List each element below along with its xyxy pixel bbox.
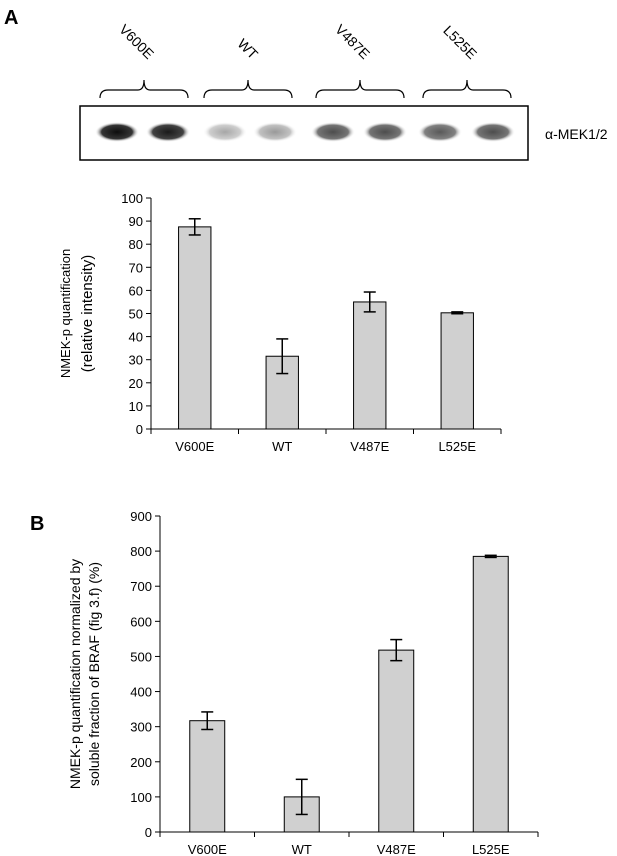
lane-label: V600E — [116, 21, 157, 62]
lane-labels: V600E WT V487E L525E — [116, 21, 480, 62]
y-tick-label: 800 — [130, 544, 152, 559]
blot-band — [311, 122, 355, 142]
y-tick-label: 400 — [130, 685, 152, 700]
blot-band — [418, 122, 462, 142]
bar — [440, 312, 474, 430]
lane-label: WT — [234, 35, 261, 62]
y-tick-label: 90 — [129, 214, 143, 229]
y-axis-label: NMEK-p quantification — [58, 249, 73, 378]
panel-b-label: B — [30, 513, 44, 535]
y-tick-label: 100 — [130, 790, 152, 805]
y-tick-label: 80 — [129, 237, 143, 252]
y-tick-label: 20 — [129, 376, 143, 391]
lane-brace — [99, 79, 189, 99]
y-tick-label: 0 — [136, 422, 143, 437]
x-tick-label: V600E — [175, 439, 214, 454]
lane-label: V487E — [332, 21, 373, 62]
x-tick-label: V600E — [188, 842, 227, 856]
blot-band — [95, 122, 139, 142]
western-blot: V600E WT V487E L525E α-MEK1/2 — [79, 21, 608, 161]
blot-band — [203, 122, 247, 142]
x-tick-label: V487E — [350, 439, 389, 454]
y-tick-label: 200 — [130, 755, 152, 770]
x-tick-label: WT — [292, 842, 312, 856]
x-tick-label: L525E — [472, 842, 510, 856]
blot-band — [253, 122, 297, 142]
y-axis-label-line2: soluble fraction of BRAF (fig 3.f) (%) — [86, 562, 102, 786]
x-tick-label: WT — [272, 439, 292, 454]
y-tick-label: 900 — [130, 509, 152, 524]
bar — [378, 649, 415, 833]
lane-label: L525E — [440, 22, 480, 62]
blot-band — [363, 122, 407, 142]
bar — [178, 226, 212, 430]
x-tick-label: L525E — [438, 439, 476, 454]
blot-bands — [95, 122, 515, 142]
lane-brace — [422, 79, 512, 99]
y-tick-label: 0 — [145, 825, 152, 840]
bar — [353, 301, 387, 430]
y-tick-label: 30 — [129, 353, 143, 368]
lane-brace — [203, 79, 293, 99]
y-axis-label: NMEK-p quantification normalized by — [67, 559, 83, 789]
chart-b: 0 100 200 300 400 500 600 700 800 900 V600E WT V487E… — [67, 509, 539, 856]
lane-brace — [315, 79, 405, 99]
antibody-label: α-MEK1/2 — [545, 126, 608, 142]
y-tick-label: 500 — [130, 649, 152, 664]
chart-a: 0 10 20 30 40 50 60 70 80 90 100 V600E WT V487E L525E N… — [58, 191, 502, 454]
blot-band — [146, 122, 190, 142]
y-tick-label: 70 — [129, 260, 143, 275]
y-axis-label-line2: (relative intensity) — [79, 255, 96, 373]
y-tick-label: 60 — [129, 283, 143, 298]
y-tick-label: 600 — [130, 614, 152, 629]
bar — [189, 720, 226, 833]
bar — [472, 555, 509, 833]
panel-a-label: A — [4, 7, 18, 29]
y-tick-label: 10 — [129, 399, 143, 414]
y-tick-label: 300 — [130, 720, 152, 735]
blot-band — [471, 122, 515, 142]
y-tick-label: 700 — [130, 579, 152, 594]
y-tick-label: 100 — [121, 191, 143, 206]
y-tick-label: 50 — [129, 307, 143, 322]
y-tick-label: 40 — [129, 330, 143, 345]
lane-braces — [99, 79, 512, 99]
x-tick-label: V487E — [377, 842, 416, 856]
